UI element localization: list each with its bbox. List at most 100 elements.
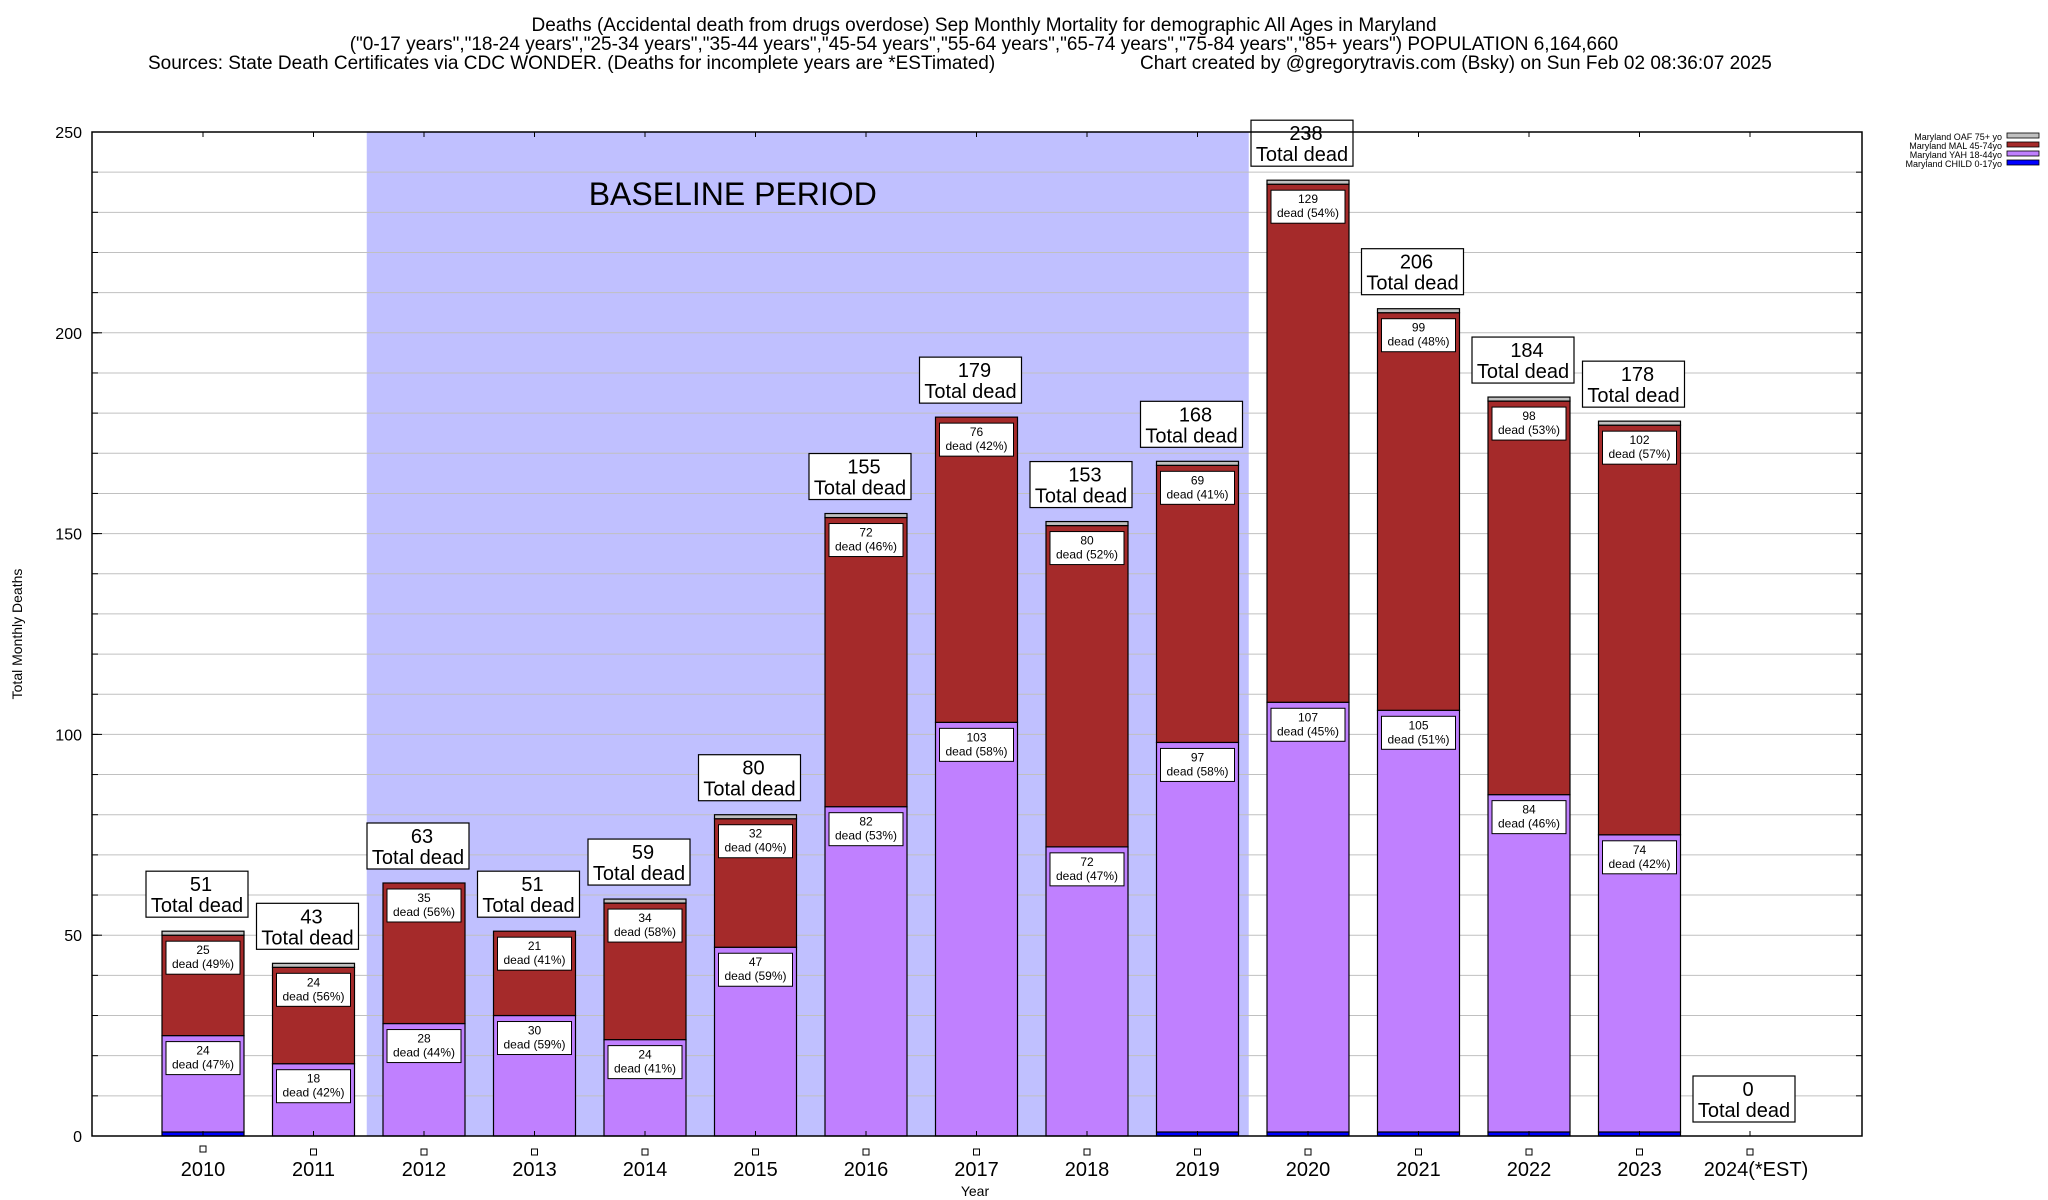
segment-label-box [828, 812, 904, 847]
segment-label-box [1160, 470, 1235, 505]
total-label-box [366, 822, 470, 870]
segment-label-count: 24 [307, 975, 321, 989]
segment-label-box [497, 1021, 572, 1056]
total-label-count: 184 [1510, 340, 1543, 362]
baseline-period-label: BASELINE PERIOD [589, 176, 877, 212]
x-tick-marker [1083, 1148, 1091, 1156]
credit-text: Chart created by @gregorytravis.com (Bsk… [1140, 53, 1772, 74]
y-tick-label: 250 [55, 125, 82, 142]
segment-label-percent: dead (44%) [393, 1046, 455, 1060]
segment-label-percent: dead (59%) [724, 969, 786, 983]
x-tick-label: 2020 [1286, 1159, 1331, 1181]
bar-segment-maryland-oaf-75-yo [1266, 179, 1350, 185]
x-axis-label: Year [961, 1183, 990, 1199]
bar-segment-maryland-oaf-75-yo [603, 898, 687, 904]
legend-entry-label: Maryland MAL 45-74yo [1909, 141, 2002, 151]
segment-label-count: 28 [417, 1032, 431, 1046]
x-tick-marker [752, 1148, 759, 1156]
x-tick-marker [1636, 1148, 1643, 1156]
segment-label-count: 72 [859, 526, 873, 540]
total-label-count: 153 [1068, 465, 1101, 487]
segment-label-percent: dead (54%) [1277, 206, 1339, 220]
total-label-box [1029, 460, 1133, 509]
bar-segment-maryland-mal-45-74yo [824, 516, 908, 808]
segment-label-count: 74 [1633, 843, 1647, 857]
total-label-text: Total dead [1587, 385, 1679, 407]
total-label-box [145, 870, 249, 918]
segment-label-count: 72 [1080, 855, 1094, 869]
segment-label-percent: dead (49%) [172, 957, 234, 971]
bar-segment-maryland-mal-45-74yo [1597, 424, 1682, 836]
segment-label-count: 18 [307, 1072, 321, 1086]
total-label-count: 43 [300, 906, 322, 928]
segment-label-box [1049, 531, 1125, 566]
total-label-count: 51 [190, 874, 212, 896]
bar-segment-maryland-yah-18-44yo [1045, 846, 1129, 1137]
total-label-text: Total dead [1698, 1100, 1790, 1122]
segment-label-percent: dead (47%) [172, 1058, 234, 1072]
x-tick-label: 2017 [954, 1159, 999, 1181]
segment-label-count: 32 [749, 827, 763, 841]
segment-label-count: 24 [638, 1048, 652, 1062]
segment-label-count: 84 [1522, 803, 1536, 817]
segment-label-box [939, 727, 1014, 762]
total-label-text: Total dead [593, 863, 685, 885]
y-tick-label: 50 [64, 928, 82, 945]
x-tick-marker [420, 1148, 428, 1156]
segment-label-box [607, 1045, 683, 1080]
y-tick-label: 0 [73, 1129, 82, 1146]
bar-segment-maryland-oaf-75-yo [1045, 520, 1129, 527]
total-label-count: 206 [1400, 252, 1433, 274]
chart-subtitle: ("0-17 years","18-24 years","25-34 years… [349, 34, 1619, 55]
total-label-text: Total dead [261, 927, 353, 949]
total-label-count: 179 [958, 360, 991, 382]
segment-label-count: 102 [1629, 433, 1649, 447]
segment-label-count: 107 [1298, 710, 1318, 724]
segment-label-percent: dead (57%) [1608, 447, 1670, 461]
total-label-count: 0 [1742, 1079, 1753, 1101]
segment-label-box [718, 952, 793, 987]
total-label-text: Total dead [1145, 425, 1237, 447]
bar-segment-maryland-oaf-75-yo [1376, 308, 1461, 314]
bar-segment-maryland-yah-18-44yo [934, 721, 1019, 1137]
segment-label-box [1270, 189, 1346, 224]
total-label-text: Total dead [151, 895, 243, 917]
total-label-count: 238 [1289, 123, 1322, 145]
segment-label-box [828, 523, 904, 558]
total-label-box [1139, 400, 1244, 448]
segment-label-box [1602, 430, 1677, 465]
total-label-count: 51 [521, 874, 543, 896]
x-tick-marker [531, 1148, 538, 1156]
x-tick-label: 2010 [181, 1159, 226, 1181]
segment-label-percent: dead (46%) [835, 540, 897, 554]
segment-label-count: 98 [1522, 409, 1536, 423]
segment-label-count: 76 [970, 425, 984, 439]
legend-swatch [2006, 141, 2040, 148]
segment-label-percent: dead (58%) [945, 744, 1007, 758]
bar-segment-maryland-oaf-75-yo [1155, 460, 1240, 466]
segment-label-percent: dead (41%) [1166, 487, 1228, 501]
segment-label-count: 80 [1080, 534, 1094, 548]
bar-segment-maryland-oaf-75-yo [271, 962, 356, 968]
chart-title: Deaths (Accidental death from drugs over… [531, 15, 1437, 36]
total-label-box [1692, 1075, 1796, 1123]
total-label-count: 80 [742, 758, 764, 780]
bar-segment-maryland-mal-45-74yo [1045, 524, 1129, 848]
segment-label-box [276, 1069, 351, 1104]
x-tick-label: 2024(*EST) [1704, 1159, 1809, 1181]
x-tick-marker [199, 1145, 207, 1153]
total-label-box [1250, 119, 1354, 167]
sources-text: Sources: State Death Certificates via CD… [148, 53, 996, 74]
x-tick-label: 2018 [1065, 1159, 1110, 1181]
segment-label-percent: dead (42%) [1608, 857, 1670, 871]
total-label-box [587, 838, 691, 886]
